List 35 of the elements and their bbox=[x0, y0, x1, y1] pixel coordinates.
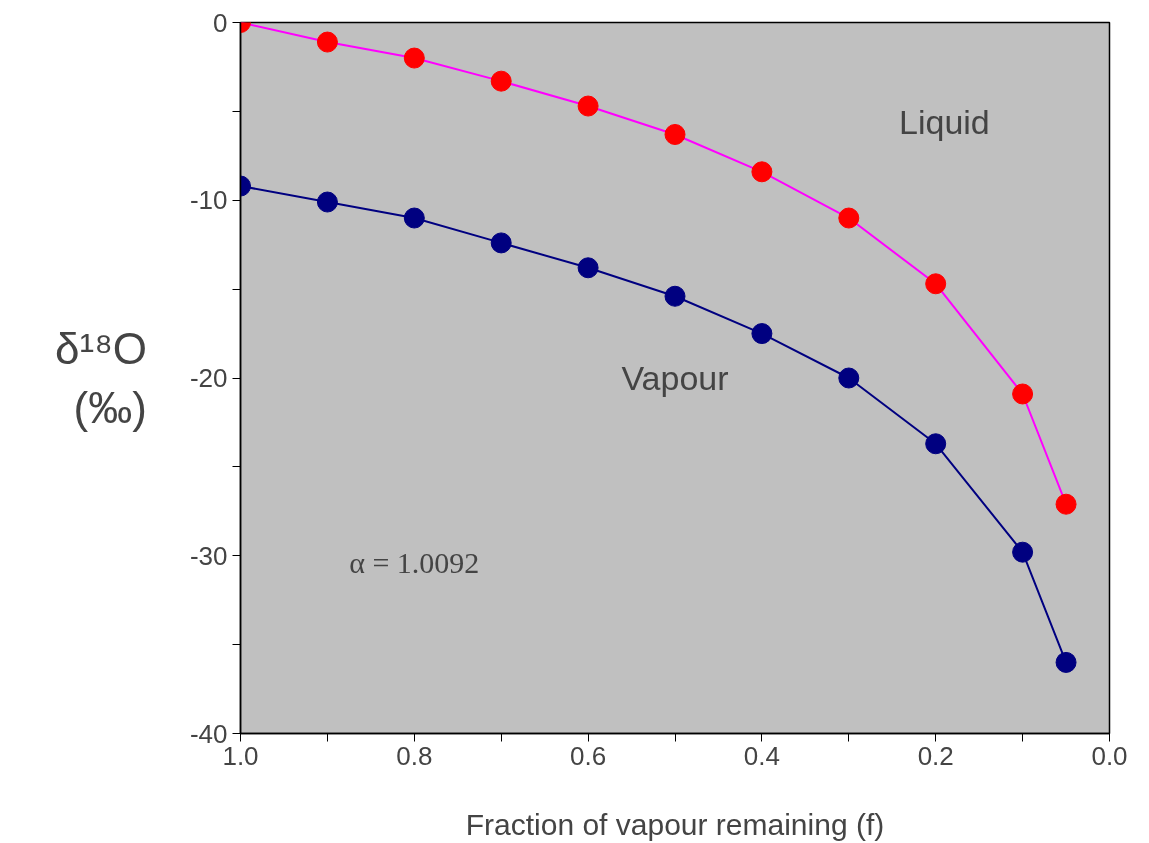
y-tick-label: 0 bbox=[213, 7, 228, 38]
x-axis-title: Fraction of vapour remaining (f) bbox=[465, 807, 885, 841]
point bbox=[577, 95, 599, 117]
point bbox=[751, 161, 773, 183]
annotation: Vapour bbox=[621, 359, 729, 397]
point bbox=[403, 47, 425, 69]
x-tick-label: 0.2 bbox=[917, 740, 954, 771]
point bbox=[838, 207, 860, 229]
point bbox=[1012, 541, 1034, 563]
annotation: α = 1.0092 bbox=[349, 546, 480, 580]
point bbox=[490, 232, 512, 254]
point bbox=[1055, 493, 1077, 515]
x-tick-label: 0.8 bbox=[396, 740, 433, 771]
y-tick-label: -40 bbox=[189, 718, 228, 749]
point bbox=[577, 257, 599, 279]
point bbox=[1012, 383, 1034, 405]
point bbox=[664, 124, 686, 145]
y-axis-title: δ¹⁸O (‰) bbox=[54, 324, 147, 432]
x-tick-label: 0.6 bbox=[570, 740, 607, 771]
point bbox=[664, 285, 686, 307]
y-tick-label: -10 bbox=[189, 185, 228, 216]
x-tick-label: 0.4 bbox=[743, 740, 780, 771]
point bbox=[925, 433, 947, 455]
point bbox=[403, 207, 425, 229]
point bbox=[1055, 651, 1077, 673]
point bbox=[316, 191, 338, 213]
point bbox=[316, 31, 338, 53]
point bbox=[490, 70, 512, 92]
annotation: Liquid bbox=[899, 103, 990, 142]
y-tick-label: -20 bbox=[189, 363, 228, 393]
x-tick-label: 0.0 bbox=[1091, 740, 1128, 771]
y-tick-label: -30 bbox=[189, 540, 228, 571]
point bbox=[751, 323, 773, 345]
point bbox=[838, 367, 860, 389]
point bbox=[925, 273, 947, 295]
